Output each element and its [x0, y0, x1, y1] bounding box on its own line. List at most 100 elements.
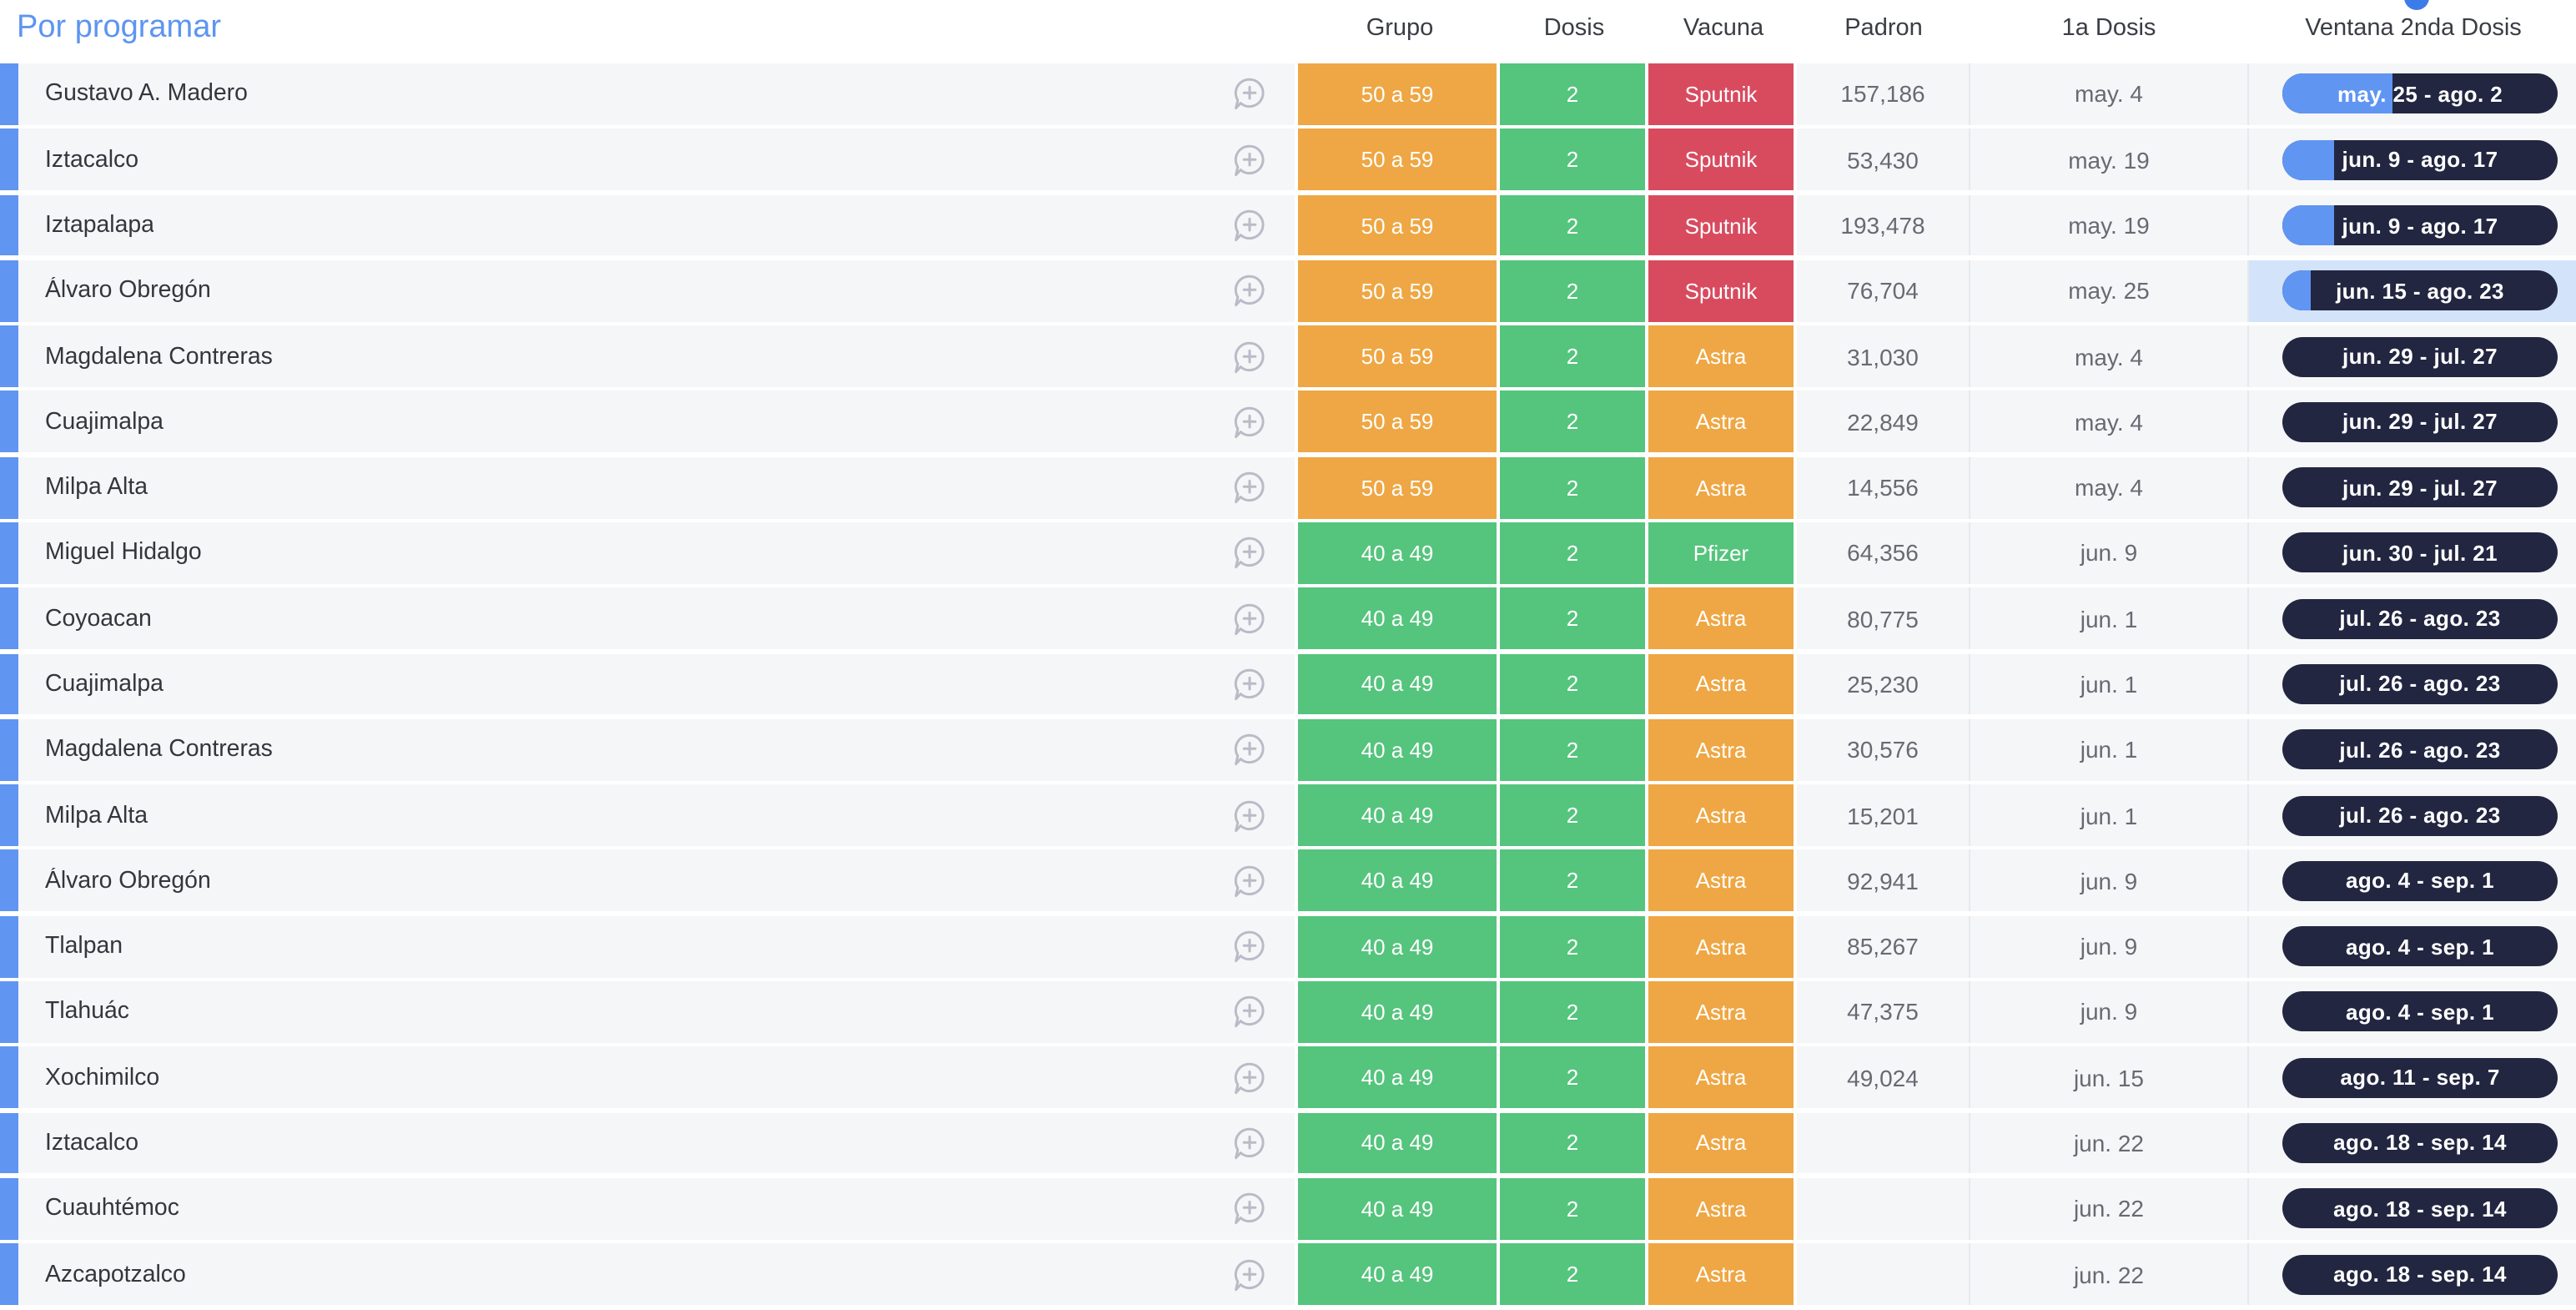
add-update-button[interactable] — [1231, 273, 1268, 310]
vacuna-cell[interactable]: Astra — [1648, 325, 1797, 388]
add-update-button[interactable] — [1231, 1256, 1268, 1292]
ventana-cell[interactable]: ago. 4 - sep. 1 — [2249, 850, 2576, 912]
grupo-cell[interactable]: 40 a 49 — [1298, 1046, 1500, 1109]
add-update-button[interactable] — [1231, 928, 1268, 965]
dosis-cell[interactable]: 2 — [1500, 587, 1648, 650]
item-name-cell[interactable]: Milpa Alta — [18, 784, 1298, 846]
timeline-pill[interactable]: ago. 4 - sep. 1 — [2282, 991, 2558, 1032]
add-update-button[interactable] — [1231, 207, 1268, 244]
vacuna-cell[interactable]: Astra — [1648, 915, 1797, 978]
timeline-pill[interactable]: jul. 26 - ago. 23 — [2282, 598, 2558, 639]
item-name-cell[interactable]: Magdalena Contreras — [18, 718, 1298, 781]
ventana-cell[interactable]: ago. 18 - sep. 14 — [2249, 1112, 2576, 1174]
grupo-cell[interactable]: 40 a 49 — [1298, 980, 1500, 1043]
padron-cell[interactable] — [1797, 1177, 1970, 1240]
padron-cell[interactable]: 64,356 — [1797, 521, 1970, 584]
vacuna-cell[interactable]: Pfizer — [1648, 521, 1797, 584]
padron-cell[interactable]: 193,478 — [1797, 194, 1970, 256]
dosis-cell[interactable]: 2 — [1500, 849, 1648, 912]
column-header-vacuna[interactable]: Vacuna — [1683, 15, 1764, 42]
item-name-cell[interactable]: Miguel Hidalgo — [18, 521, 1298, 584]
grupo-cell[interactable]: 50 a 59 — [1298, 456, 1500, 519]
padron-cell[interactable]: 76,704 — [1797, 259, 1970, 322]
dosis-cell[interactable]: 2 — [1500, 390, 1648, 453]
add-update-button[interactable] — [1231, 141, 1268, 178]
ventana-cell[interactable]: jul. 26 - ago. 23 — [2249, 719, 2576, 781]
dosis-cell[interactable]: 2 — [1500, 1177, 1648, 1240]
padron-cell[interactable]: 15,201 — [1797, 784, 1970, 846]
item-name-cell[interactable]: Gustavo A. Madero — [18, 63, 1298, 125]
vacuna-cell[interactable]: Astra — [1648, 718, 1797, 781]
add-update-button[interactable] — [1231, 600, 1268, 637]
dosis-cell[interactable]: 2 — [1500, 456, 1648, 519]
padron-cell[interactable]: 80,775 — [1797, 587, 1970, 650]
ventana-cell[interactable]: ago. 4 - sep. 1 — [2249, 981, 2576, 1043]
primera-dosis-cell[interactable]: jun. 9 — [1970, 980, 2249, 1043]
padron-cell[interactable]: 49,024 — [1797, 1046, 1970, 1109]
dosis-cell[interactable]: 2 — [1500, 980, 1648, 1043]
item-name-cell[interactable]: Tlahuác — [18, 980, 1298, 1043]
item-name-cell[interactable]: Xochimilco — [18, 1046, 1298, 1109]
padron-cell[interactable]: 31,030 — [1797, 325, 1970, 388]
timeline-pill[interactable]: jun. 15 - ago. 23 — [2282, 270, 2558, 311]
add-update-button[interactable] — [1231, 732, 1268, 768]
add-update-button[interactable] — [1231, 535, 1268, 572]
grupo-cell[interactable]: 40 a 49 — [1298, 915, 1500, 978]
item-name-cell[interactable]: Cuajimalpa — [18, 390, 1298, 453]
dosis-cell[interactable]: 2 — [1500, 718, 1648, 781]
vacuna-cell[interactable]: Astra — [1648, 1112, 1797, 1174]
dosis-cell[interactable]: 2 — [1500, 1112, 1648, 1174]
timeline-pill[interactable]: ago. 18 - sep. 14 — [2282, 1254, 2558, 1294]
vacuna-cell[interactable]: Astra — [1648, 849, 1797, 912]
add-update-button[interactable] — [1231, 1059, 1268, 1096]
ventana-cell[interactable]: jun. 9 - ago. 17 — [2249, 129, 2576, 191]
ventana-cell[interactable]: jun. 29 - jul. 27 — [2249, 325, 2576, 387]
ventana-cell[interactable]: jun. 30 - jul. 21 — [2249, 522, 2576, 584]
add-update-button[interactable] — [1231, 404, 1268, 441]
grupo-cell[interactable]: 50 a 59 — [1298, 63, 1500, 125]
timeline-pill[interactable]: ago. 11 - sep. 7 — [2282, 1057, 2558, 1098]
grupo-cell[interactable]: 40 a 49 — [1298, 849, 1500, 912]
dosis-cell[interactable]: 2 — [1500, 1046, 1648, 1109]
primera-dosis-cell[interactable]: jun. 1 — [1970, 784, 2249, 846]
add-update-button[interactable] — [1231, 469, 1268, 506]
grupo-cell[interactable]: 40 a 49 — [1298, 784, 1500, 846]
padron-cell[interactable]: 157,186 — [1797, 63, 1970, 125]
primera-dosis-cell[interactable]: may. 25 — [1970, 259, 2249, 322]
timeline-pill[interactable]: ago. 18 - sep. 14 — [2282, 1188, 2558, 1229]
column-header-dosis[interactable]: Dosis — [1543, 15, 1605, 42]
timeline-pill[interactable]: jun. 29 - jul. 27 — [2282, 401, 2558, 442]
grupo-cell[interactable]: 50 a 59 — [1298, 128, 1500, 191]
timeline-pill[interactable]: jun. 9 - ago. 17 — [2282, 205, 2558, 245]
primera-dosis-cell[interactable]: may. 4 — [1970, 390, 2249, 453]
timeline-pill[interactable]: jun. 29 - jul. 27 — [2282, 336, 2558, 377]
padron-cell[interactable]: 47,375 — [1797, 980, 1970, 1043]
vacuna-cell[interactable]: Astra — [1648, 587, 1797, 650]
primera-dosis-cell[interactable]: jun. 15 — [1970, 1046, 2249, 1109]
add-update-button[interactable] — [1231, 666, 1268, 703]
item-name-cell[interactable]: Tlalpan — [18, 915, 1298, 978]
grupo-cell[interactable]: 50 a 59 — [1298, 390, 1500, 453]
add-update-button[interactable] — [1231, 1125, 1268, 1161]
group-title[interactable]: Por programar — [17, 10, 221, 45]
vacuna-cell[interactable]: Astra — [1648, 1046, 1797, 1109]
timeline-pill[interactable]: jun. 9 - ago. 17 — [2282, 139, 2558, 180]
item-name-cell[interactable]: Iztapalapa — [18, 194, 1298, 256]
primera-dosis-cell[interactable]: jun. 9 — [1970, 849, 2249, 912]
primera-dosis-cell[interactable]: jun. 1 — [1970, 718, 2249, 781]
timeline-pill[interactable]: jul. 26 - ago. 23 — [2282, 663, 2558, 704]
dosis-cell[interactable]: 2 — [1500, 63, 1648, 125]
item-name-cell[interactable]: Cuauhtémoc — [18, 1177, 1298, 1240]
column-header-1a-dosis[interactable]: 1a Dosis — [2061, 15, 2156, 42]
primera-dosis-cell[interactable]: jun. 22 — [1970, 1112, 2249, 1174]
grupo-cell[interactable]: 40 a 49 — [1298, 718, 1500, 781]
dosis-cell[interactable]: 2 — [1500, 1243, 1648, 1305]
add-update-button[interactable] — [1231, 76, 1268, 113]
timeline-pill[interactable]: may. 25 - ago. 2 — [2282, 73, 2558, 114]
ventana-cell[interactable]: jul. 26 - ago. 23 — [2249, 653, 2576, 715]
grupo-cell[interactable]: 40 a 49 — [1298, 587, 1500, 650]
ventana-cell[interactable]: ago. 18 - sep. 14 — [2249, 1178, 2576, 1240]
add-update-button[interactable] — [1231, 863, 1268, 899]
primera-dosis-cell[interactable]: may. 4 — [1970, 325, 2249, 388]
grupo-cell[interactable]: 40 a 49 — [1298, 1112, 1500, 1174]
